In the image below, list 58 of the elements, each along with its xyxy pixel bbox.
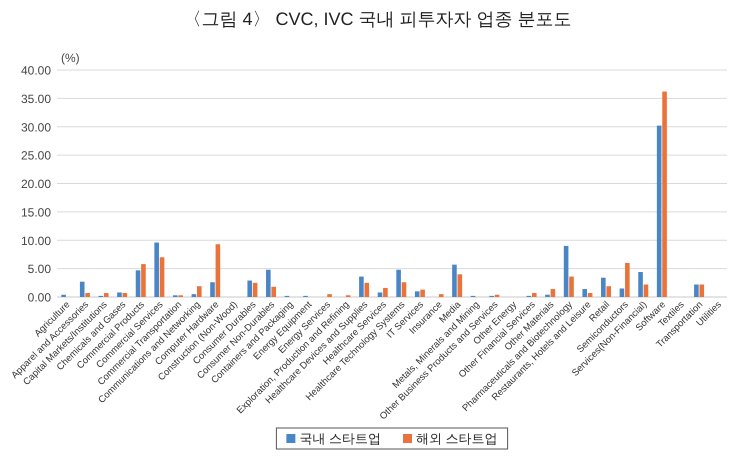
bar [327,294,332,297]
chart-title: 〈그림 4〉 CVC, IVC 국내 피투자자 업종 분포도 [183,9,572,29]
bar [378,292,382,297]
bar [216,244,220,297]
y-tick-label: 25.00 [20,148,52,163]
bar [80,282,85,297]
bar [266,270,271,297]
bar [638,272,643,297]
legend-label: 해외 스타트업 [416,431,498,446]
y-tick-label: 0.00 [28,290,52,304]
y-tick-label: 40.00 [20,64,52,78]
bar [532,293,537,297]
bar [620,288,624,297]
y-tick-label: 10.00 [20,234,52,248]
bar [582,289,588,297]
bar [414,291,420,297]
bar [252,282,258,297]
legend-label: 국내 스타트업 [299,431,381,446]
y-tick-label: 15.00 [20,205,52,220]
bar [104,293,109,297]
bar [625,262,630,297]
bar [136,270,140,297]
bar [606,286,612,297]
bar [564,246,568,297]
bar [396,270,401,297]
bar [364,282,370,297]
bar [601,278,606,297]
bar [383,288,388,297]
bar [117,292,122,297]
bar [192,294,196,297]
bar [458,274,462,297]
bar [662,92,667,297]
bar [196,286,202,297]
bar [420,290,425,297]
bar [210,282,215,297]
bar [160,257,164,297]
bar [154,242,159,297]
bar [656,126,662,297]
bar [271,286,276,297]
bar [588,293,592,297]
bar [550,289,556,297]
bar [402,282,406,297]
bar [452,264,457,297]
y-tick-label: 20.00 [20,177,52,191]
bar [644,284,648,297]
bar [694,284,699,297]
bar [141,264,146,297]
bar [122,293,128,297]
bar [699,284,704,297]
bar [359,276,364,297]
bar [247,280,252,297]
bar [569,276,574,297]
bar [438,294,444,297]
y-axis-title: (%) [61,51,80,65]
y-tick-label: 5.00 [28,262,52,276]
y-tick-label: 30.00 [20,120,52,134]
y-tick-label: 35.00 [20,92,52,106]
bar [85,293,90,297]
